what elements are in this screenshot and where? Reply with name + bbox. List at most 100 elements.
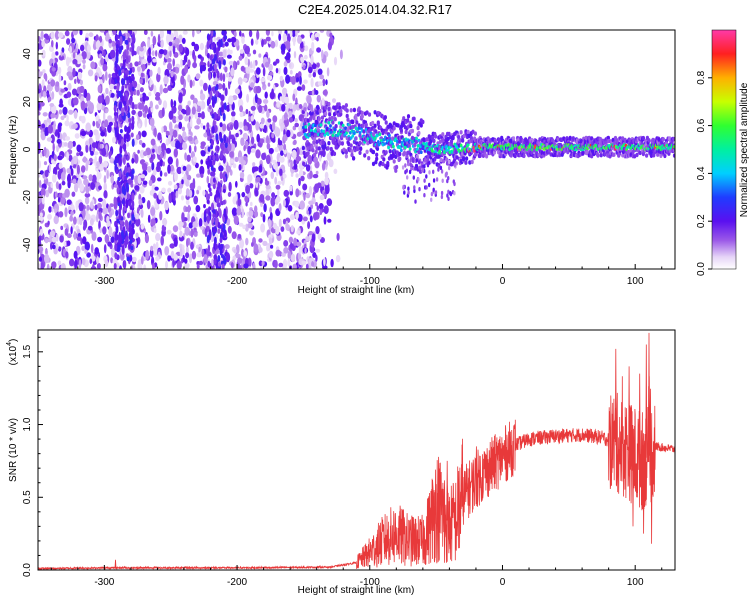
spectrogram-cell xyxy=(315,202,318,207)
spectrogram-cell xyxy=(410,128,415,134)
spectrogram-cell xyxy=(241,191,246,198)
spectrogram-cell xyxy=(152,168,157,176)
spectrogram-cell xyxy=(41,194,45,205)
spectrogram-cell xyxy=(449,139,454,144)
spectrogram-cell xyxy=(141,64,146,71)
spectrogram-cell xyxy=(106,215,110,224)
spectrogram-cell xyxy=(66,168,71,174)
spectrogram-cell xyxy=(298,104,303,109)
spectrogram-cell xyxy=(306,151,310,156)
spectrogram-cell xyxy=(222,82,226,91)
spectrogram-cell xyxy=(223,208,227,218)
spectrogram-cell xyxy=(309,116,313,121)
spectrogram-cell xyxy=(353,131,356,136)
spectrogram-cell xyxy=(238,164,242,171)
spectrogram-cell xyxy=(208,251,212,257)
spectrogram-cell xyxy=(198,260,204,266)
spectrogram-cell xyxy=(241,208,245,218)
spectrogram-cell xyxy=(160,235,164,246)
spectrogram-cell xyxy=(139,93,143,98)
spectrogram-cell xyxy=(264,104,268,112)
spectrogram-cell xyxy=(402,184,405,190)
spectrogram-cell xyxy=(184,262,190,269)
spectrogram-cell xyxy=(507,143,511,147)
spectrogram-cell xyxy=(115,44,119,50)
spectrogram-cell xyxy=(253,166,259,172)
spectrogram-cell xyxy=(179,247,183,257)
spectrogram-cell xyxy=(428,170,431,175)
spectrogram-cell xyxy=(226,104,231,112)
spectrogram-cell xyxy=(50,79,56,87)
spectrogram-cell xyxy=(69,45,72,54)
spectrogram-cell xyxy=(289,190,294,196)
spectrogram-cell xyxy=(415,147,419,152)
spectrogram-cell xyxy=(316,94,321,103)
spectrogram-cell xyxy=(430,191,434,197)
spectrogram-cell xyxy=(86,204,90,211)
spectrogram-cell xyxy=(322,129,326,134)
spectrogram-cell xyxy=(344,126,347,130)
spectrogram-cell xyxy=(103,111,106,122)
spectrogram-cell xyxy=(417,150,421,155)
spectrogram-cell xyxy=(167,187,172,193)
spectrogram-cell xyxy=(206,52,210,59)
colorbar-tick-label: 0.2 xyxy=(696,214,707,228)
spectrogram-cell xyxy=(108,73,111,79)
spectrogram-cell xyxy=(200,122,204,129)
spectrogram-cell xyxy=(333,141,337,146)
spectrogram-cell xyxy=(223,229,227,238)
spectrogram-cell xyxy=(219,171,223,180)
spectrogram-cell xyxy=(298,126,302,132)
spectrogram-cell xyxy=(206,122,210,129)
spectrogram-cell xyxy=(414,199,417,204)
spectrogram-cell xyxy=(99,143,103,149)
spectrogram-cell xyxy=(258,165,263,173)
spectrogram-cell xyxy=(448,165,451,171)
spectrogram-cell xyxy=(154,186,159,191)
spectrogram-cell xyxy=(444,172,448,177)
spectrogram-y-tick-label: 40 xyxy=(22,48,33,60)
spectrogram-cell xyxy=(327,41,332,51)
spectrogram-cell xyxy=(200,159,204,165)
spectrogram-cell xyxy=(131,33,135,42)
spectrogram-cell xyxy=(121,245,125,255)
spectrogram-cell xyxy=(98,155,103,165)
spectrogram-cell xyxy=(266,245,270,252)
spectrogram-cell xyxy=(290,172,294,177)
spectrogram-cell xyxy=(126,155,130,161)
spectrogram-cell xyxy=(235,253,241,258)
spectrogram-cell xyxy=(198,218,203,228)
spectrogram-cell xyxy=(51,67,56,72)
spectrogram-cell xyxy=(310,77,314,88)
spectrogram-cell xyxy=(367,112,372,117)
spectrogram-cell xyxy=(464,160,468,165)
spectrogram-cell xyxy=(314,123,317,128)
spectrogram-cell xyxy=(173,148,178,158)
spectrogram-cell xyxy=(172,67,176,73)
spectrogram-cell xyxy=(57,132,60,139)
spectrogram-cell xyxy=(255,176,261,183)
spectrogram-cell xyxy=(228,181,232,192)
spectrogram-cell xyxy=(260,77,266,83)
spectrogram-cell xyxy=(317,81,323,87)
spectrogram-cell xyxy=(236,207,241,216)
spectrogram-cell xyxy=(296,131,302,137)
spectrogram-cell xyxy=(42,49,46,57)
spectrogram-cell xyxy=(105,87,109,95)
spectrogram-cell xyxy=(278,203,282,212)
spectrogram-cell xyxy=(356,112,360,117)
spectrogram-cell xyxy=(287,33,291,43)
spectrogram-cell xyxy=(352,107,356,113)
spectrogram-cell xyxy=(122,155,126,165)
spectrogram-cell xyxy=(224,41,229,47)
spectrogram-cell xyxy=(396,123,400,128)
spectrogram-cell xyxy=(376,121,380,127)
spectrogram-cell xyxy=(238,55,243,61)
spectrogram-cell xyxy=(78,202,84,212)
spectrogram-cell xyxy=(51,236,57,243)
spectrogram-cell xyxy=(96,102,102,111)
spectrogram-cell xyxy=(59,98,63,107)
spectrogram-cell xyxy=(60,115,65,121)
spectrogram-cell xyxy=(278,262,284,268)
spectrogram-cell xyxy=(197,104,202,113)
